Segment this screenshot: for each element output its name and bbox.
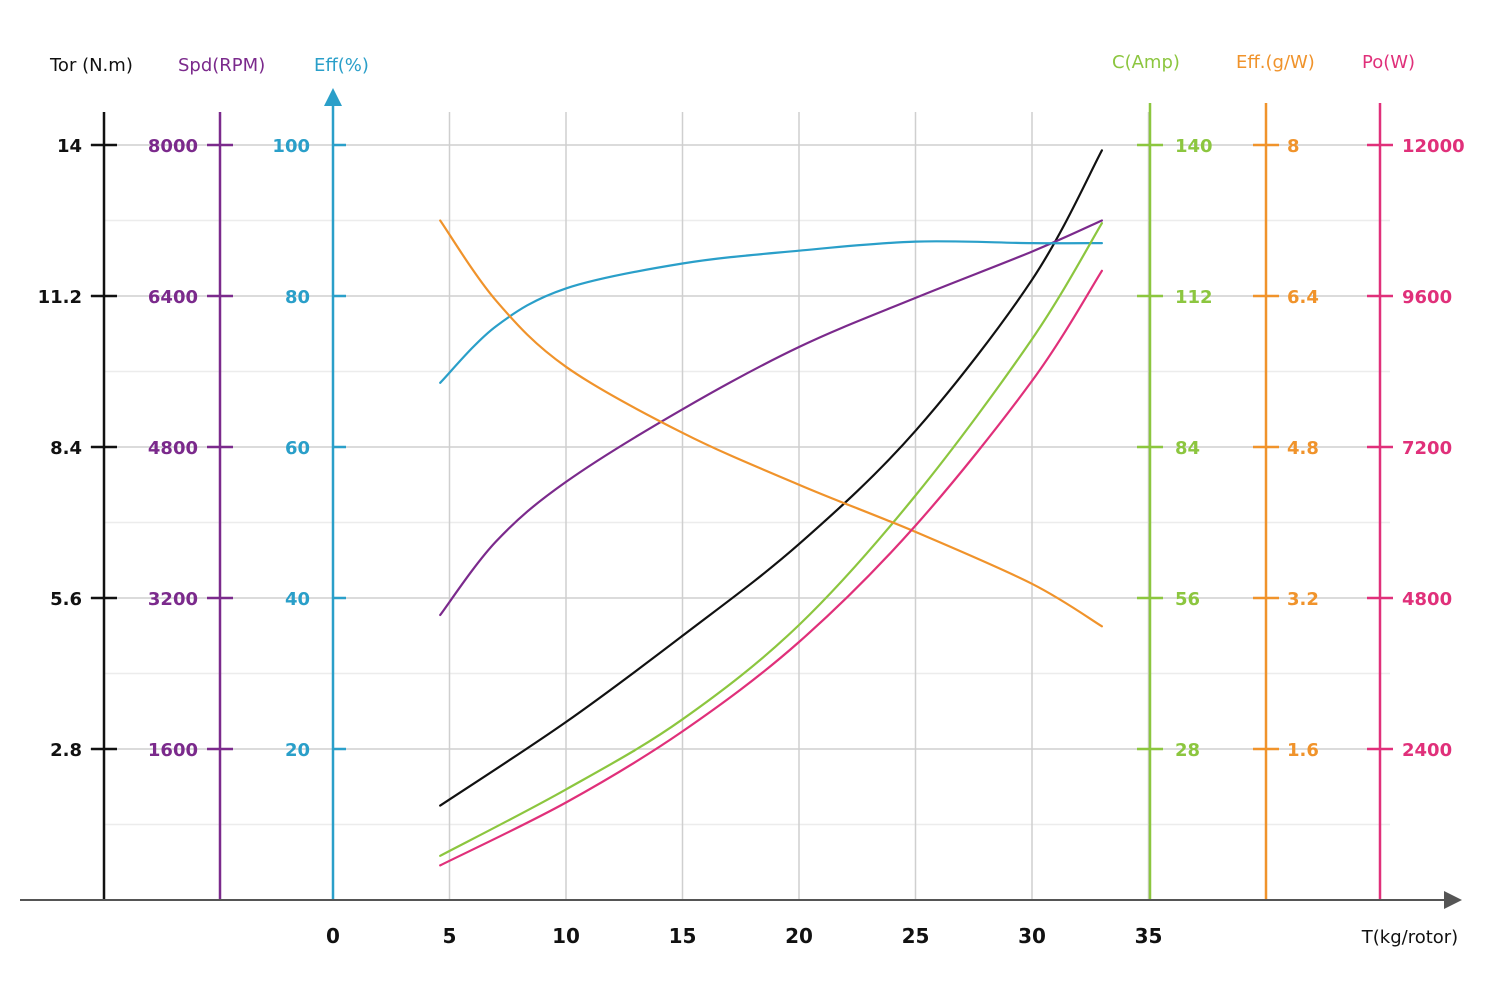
tick-label: 1600 bbox=[148, 740, 198, 761]
tick-label: 60 bbox=[285, 438, 310, 459]
x-tick-label: 5 bbox=[443, 924, 457, 948]
axis-arrow-icon bbox=[324, 88, 342, 106]
tick-label: 2.8 bbox=[50, 740, 82, 761]
grid bbox=[90, 112, 1390, 900]
x-axis-title: T(kg/rotor) bbox=[1361, 927, 1458, 948]
tick-label: 8 bbox=[1287, 136, 1300, 157]
x-tick-label: 20 bbox=[785, 924, 813, 948]
x-tick-label: 25 bbox=[902, 924, 930, 948]
series-line-spd bbox=[439, 219, 1103, 617]
tick-label: 6400 bbox=[148, 287, 198, 308]
axis-title: Spd(RPM) bbox=[178, 55, 265, 76]
axis-eff: Eff(%) 100 80 60 40 20 bbox=[272, 55, 369, 900]
tick-label: 20 bbox=[285, 740, 310, 761]
tick-label: 12000 bbox=[1402, 136, 1465, 157]
axis-cur: C(Amp) 140 112 84 56 28 bbox=[1112, 52, 1213, 900]
tick-label: 8000 bbox=[148, 136, 198, 157]
axis-po: Po(W) 12000 9600 7200 4800 2400 bbox=[1362, 52, 1465, 900]
tick-label: 28 bbox=[1175, 740, 1200, 761]
axis-title: Eff(%) bbox=[314, 55, 369, 76]
tick-label: 84 bbox=[1175, 438, 1200, 459]
tick-label: 112 bbox=[1175, 287, 1213, 308]
axes: Tor (N.m) 14 11.2 8.4 5.6 2.8 Spd(RPM) 8000 6400… bbox=[38, 52, 1465, 900]
axis-effgw: Eff.(g/W) 8 6.4 4.8 3.2 1.6 bbox=[1236, 52, 1319, 900]
x-tick-label: 15 bbox=[669, 924, 697, 948]
series-line-tor bbox=[439, 149, 1103, 807]
axis-title: Eff.(g/W) bbox=[1236, 52, 1315, 73]
tick-label: 80 bbox=[285, 287, 310, 308]
tick-label: 3.2 bbox=[1287, 589, 1319, 610]
tick-label: 2400 bbox=[1402, 740, 1452, 761]
axis-title: C(Amp) bbox=[1112, 52, 1180, 73]
axis-tor: Tor (N.m) 14 11.2 8.4 5.6 2.8 bbox=[38, 55, 133, 900]
tick-label: 56 bbox=[1175, 589, 1200, 610]
tick-label: 100 bbox=[272, 136, 310, 157]
x-axis-arrow-icon bbox=[1444, 891, 1462, 909]
tick-label: 4800 bbox=[1402, 589, 1452, 610]
x-tick-label: 0 bbox=[326, 924, 340, 948]
tick-label: 140 bbox=[1175, 136, 1213, 157]
tick-label: 8.4 bbox=[50, 438, 82, 459]
tick-label: 11.2 bbox=[38, 287, 82, 308]
tick-label: 1.6 bbox=[1287, 740, 1319, 761]
tick-label: 14 bbox=[57, 136, 82, 157]
axis-title: Tor (N.m) bbox=[49, 55, 133, 76]
tick-label: 4800 bbox=[148, 438, 198, 459]
series bbox=[439, 149, 1103, 867]
series-line-effgw bbox=[439, 219, 1103, 628]
axis-title: Po(W) bbox=[1362, 52, 1415, 73]
tick-label: 40 bbox=[285, 589, 310, 610]
x-tick-label: 30 bbox=[1018, 924, 1046, 948]
x-tick-label: 10 bbox=[552, 924, 580, 948]
tick-label: 3200 bbox=[148, 589, 198, 610]
tick-label: 4.8 bbox=[1287, 438, 1319, 459]
tick-label: 6.4 bbox=[1287, 287, 1319, 308]
tick-label: 7200 bbox=[1402, 438, 1452, 459]
x-tick-label: 35 bbox=[1135, 924, 1163, 948]
series-line-cur bbox=[439, 222, 1103, 857]
tick-label: 5.6 bbox=[50, 589, 82, 610]
x-axis: 0 5 10 15 20 25 30 35 bbox=[20, 891, 1462, 948]
tick-label: 9600 bbox=[1402, 287, 1452, 308]
series-line-eff bbox=[439, 240, 1103, 384]
axis-spd: Spd(RPM) 8000 6400 4800 3200 1600 bbox=[148, 55, 265, 900]
series-line-po bbox=[439, 269, 1103, 867]
